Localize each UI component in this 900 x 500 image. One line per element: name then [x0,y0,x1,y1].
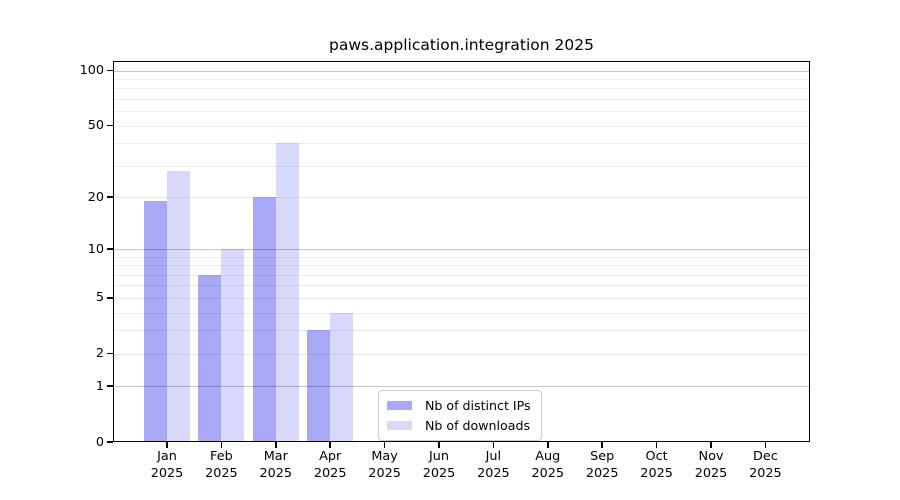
gridline-minor-50 [113,125,810,127]
x-tick-label-jul: Jul 2025 [477,449,510,481]
gridline-minor-90 [113,79,810,81]
x-tick-feb [220,442,223,448]
gridline-minor-3 [113,330,810,332]
gridline-minor-70 [113,99,810,101]
x-tick-sep [601,442,603,448]
y-tick-label-1: 1 [95,378,104,394]
y-tick-label-2: 2 [95,346,104,362]
y-tick-label-5: 5 [95,290,104,306]
x-tick-mar [275,442,277,448]
y-tick-label-10: 10 [87,241,104,257]
bar-layer [113,61,810,442]
x-tick-label-oct: Oct 2025 [640,449,673,481]
x-tick-jun [438,442,440,448]
legend-swatch-distinct-ips-icon [387,400,412,411]
gridline-minor-80 [113,88,810,90]
y-tick-20 [107,196,113,198]
gridline-minor-60 [113,111,810,113]
y-tick-label-20: 20 [87,189,104,205]
bar-nb-of-distinct-ips-jan [144,201,167,442]
gridline-minor-7 [113,274,810,276]
gridline-minor-8 [113,265,810,267]
x-tick-nov [710,442,712,448]
y-tick-5 [107,297,113,299]
x-tick-label-feb: Feb 2025 [205,449,238,481]
gridline-minor-4 [113,312,810,314]
y-tick-10 [107,248,113,250]
x-tick-oct [655,442,658,448]
gridline-minor-9 [113,256,810,258]
y-tick-2 [107,352,113,355]
x-tick-apr [329,442,331,448]
x-tick-label-may: May 2025 [368,449,401,481]
legend-item-downloads: Nb of downloads [387,416,531,435]
gridline-minor-2 [113,353,810,355]
y-tick-label-50: 50 [87,118,104,134]
bar-nb-of-distinct-ips-apr [307,330,331,442]
x-tick-label-jun: Jun 2025 [422,449,456,481]
y-tick-1 [107,385,113,387]
gridline-minor-40 [113,143,810,145]
x-tick-jul [492,442,495,448]
gridline-minor-5 [113,297,810,299]
gridline-minor-20 [113,197,810,199]
x-tick-dec [764,442,767,448]
bar-nb-of-downloads-apr [330,312,354,442]
gridline-minor-6 [113,285,810,287]
legend-item-distinct-ips: Nb of distinct IPs [387,396,531,415]
bar-nb-of-downloads-feb [221,249,245,442]
x-tick-label-mar: Mar 2025 [259,449,293,481]
y-tick-label-0: 0 [95,434,104,450]
legend-label-distinct-ips: Nb of distinct IPs [425,398,531,413]
gridline-minor-30 [113,165,810,167]
x-tick-label-apr: Apr 2025 [313,449,347,481]
x-tick-label-dec: Dec 2025 [749,449,782,481]
bar-nb-of-distinct-ips-mar [252,197,276,442]
x-tick-label-jan: Jan 2025 [150,449,184,481]
legend-swatch-downloads-icon [387,420,412,431]
legend-label-downloads: Nb of downloads [425,418,531,433]
gridline-major-1 [113,386,810,388]
y-tick-50 [107,124,113,127]
gridline-major-100 [113,70,810,72]
x-tick-label-aug: Aug 2025 [531,449,565,481]
grid-layer [113,61,810,442]
bar-nb-of-downloads-jan [167,171,190,442]
x-tick-label-sep: Sep 2025 [585,449,619,481]
x-tick-label-nov: Nov 2025 [694,449,728,481]
y-tick-label-100: 100 [79,63,104,79]
chart-title: paws.application.integration 2025 [329,36,594,54]
y-tick-100 [107,69,113,72]
x-tick-jan [166,442,168,448]
x-tick-aug [547,442,549,448]
x-tick-may [383,442,386,448]
legend: Nb of distinct IPs Nb of downloads [378,390,542,441]
bar-nb-of-downloads-mar [275,143,299,442]
gridline-major-10 [113,249,810,251]
bar-nb-of-distinct-ips-feb [198,274,222,442]
y-tick-0 [107,441,113,443]
